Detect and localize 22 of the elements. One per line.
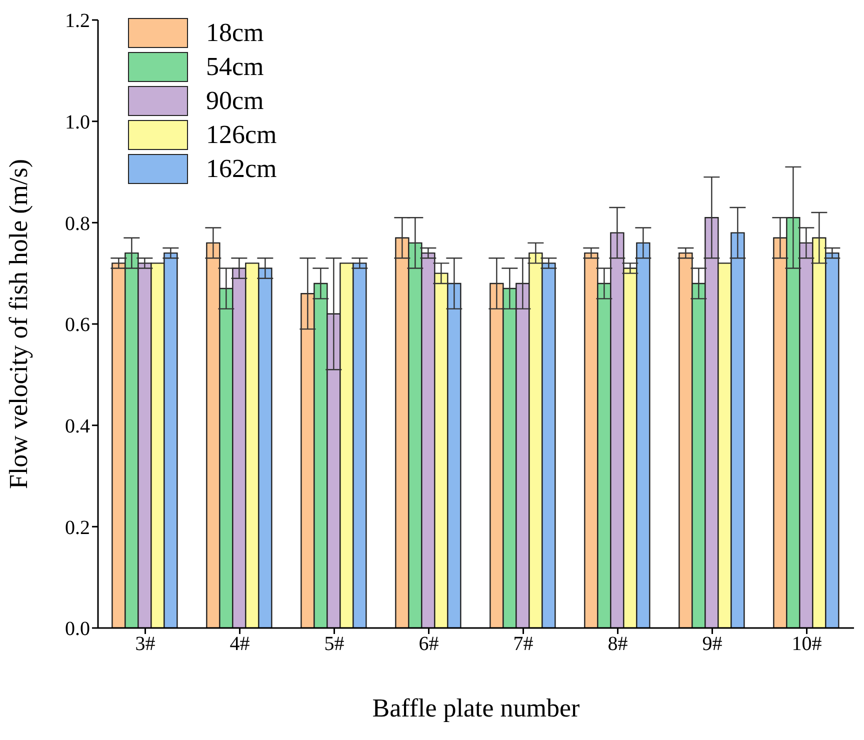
x-tick-label: 4# — [230, 633, 250, 656]
x-tick-label: 7# — [513, 633, 534, 656]
legend-label: 90cm — [206, 86, 264, 116]
y-tick-label: 0.0 — [65, 618, 90, 640]
y-tick-label: 1.0 — [65, 111, 90, 134]
y-tick-label: 0.4 — [65, 415, 90, 438]
y-tick-label: 1.2 — [65, 10, 90, 32]
legend-label: 126cm — [206, 120, 277, 150]
x-tick-label: 9# — [702, 633, 722, 656]
x-tick-label: 6# — [418, 633, 439, 656]
legend-label: 162cm — [206, 154, 277, 184]
y-tick-label: 0.2 — [65, 516, 90, 539]
y-tick-label: 0.6 — [65, 314, 90, 336]
x-tick-label: 10# — [792, 633, 822, 656]
legend-label: 18cm — [206, 18, 264, 48]
x-tick-label: 3# — [135, 633, 156, 656]
x-tick-label: 5# — [324, 633, 344, 656]
x-tick-label: 8# — [608, 633, 628, 656]
legend-label: 54cm — [206, 52, 264, 82]
y-axis-title: Flow velocity of fish hole (m/s) — [4, 158, 34, 490]
x-axis-title: Baffle plate number — [372, 693, 580, 722]
y-tick-label: 0.8 — [65, 212, 90, 235]
